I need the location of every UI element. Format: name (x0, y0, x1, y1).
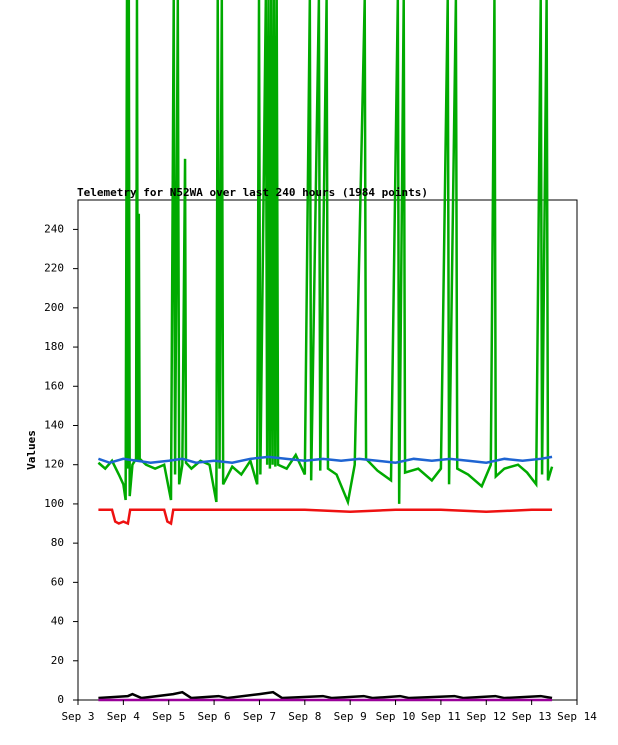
x-tick-label: Sep 9 (334, 710, 367, 723)
x-tick-label: Sep 6 (198, 710, 231, 723)
y-tick-label: 0 (57, 693, 64, 706)
y-axis-label: Values (25, 430, 38, 470)
x-tick-label: Sep 7 (243, 710, 276, 723)
y-tick-label: 40 (51, 615, 64, 628)
y-tick-label: 180 (44, 340, 64, 353)
y-tick-label: 120 (44, 458, 64, 471)
series-line (98, 455, 553, 465)
y-tick-label: 100 (44, 497, 64, 510)
y-tick-label: 60 (51, 575, 64, 588)
y-tick-label: 200 (44, 301, 64, 314)
y-tick-label: 240 (44, 222, 64, 235)
x-tick-label: Sep 8 (288, 710, 321, 723)
y-tick-label: 220 (44, 262, 64, 275)
x-tick-label: Sep 4 (107, 710, 140, 723)
chart-title: Telemetry for N52WA over last 240 hours … (77, 186, 428, 199)
y-tick-label: 20 (51, 654, 64, 667)
series-line (98, 690, 553, 700)
x-tick-label: Sep 13 (512, 710, 552, 723)
x-tick-label: Sep 14 (557, 710, 597, 723)
y-tick-label: 140 (44, 418, 64, 431)
series-line (97, 0, 554, 507)
series-layer (97, 0, 554, 702)
y-tick-label: 160 (44, 379, 64, 392)
x-tick-label: Sep 3 (61, 710, 94, 723)
x-tick-label: Sep 12 (466, 710, 506, 723)
y-tick-label: 80 (51, 536, 64, 549)
x-tick-label: Sep 11 (421, 710, 461, 723)
series-line (98, 508, 553, 526)
x-tick-label: Sep 5 (152, 710, 185, 723)
x-tick-label: Sep 10 (376, 710, 416, 723)
